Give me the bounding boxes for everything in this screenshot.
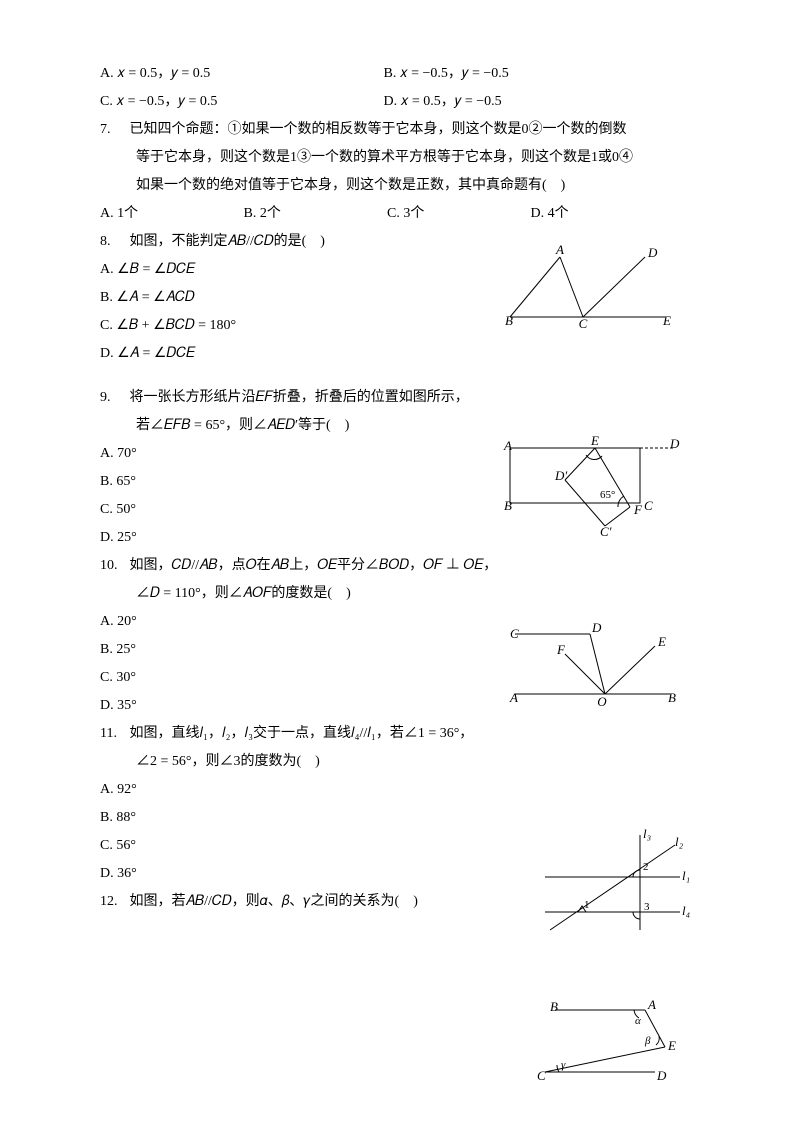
q12-num: 12. xyxy=(100,888,126,916)
fig9-C: C xyxy=(644,498,653,513)
fig9-E: E xyxy=(590,433,599,448)
fig8-A: A xyxy=(555,242,564,257)
q9-l1: 将一张长方形纸片沿𝐸𝐹折叠，折叠后的位置如图所示， xyxy=(130,390,469,405)
q10: 10. 如图，𝐶𝐷//𝐴𝐵，点𝑂在𝐴𝐵上，𝑂𝐸平分∠𝐵𝑂𝐷，𝑂𝐹 ⊥ 𝑂𝐸， ∠… xyxy=(100,552,714,608)
fig8-E: E xyxy=(662,313,671,328)
q9-num: 9. xyxy=(100,384,126,412)
opt-7b: B. 2个 xyxy=(244,200,384,228)
q9-figure: A B C D E F D′ C′ 65° xyxy=(500,440,685,545)
opt-7d: D. 4个 xyxy=(531,200,569,228)
q7-l3: 如果一个数的绝对值等于它本身，则这个数是正数，其中真命题有( ) xyxy=(100,172,714,200)
opt-6d: D. 𝑥 = 0.5，𝑦 = −0.5 xyxy=(384,88,502,116)
q11-figure: l₁ l₂ l₃ l₄ 1 2 3 xyxy=(540,830,690,945)
fig10-A: A xyxy=(509,690,518,705)
q10-figure: C D A B O E F xyxy=(510,626,680,713)
fig9-D: D xyxy=(669,436,680,451)
fig10-F: F xyxy=(556,642,566,657)
opt-7a: A. 1个 xyxy=(100,200,240,228)
fig12-ga: γ xyxy=(561,1059,566,1071)
fig11-l2: l₂ xyxy=(675,834,684,849)
fig8-D: D xyxy=(647,245,658,260)
fig12-D: D xyxy=(656,1068,667,1083)
fig9-ang: 65° xyxy=(600,489,615,501)
fig11-l4: l₄ xyxy=(682,903,691,918)
q11: 11. 如图，直线𝑙₁，𝑙₂，𝑙₃交于一点，直线𝑙₄//𝑙₁，若∠1 = 36°… xyxy=(100,720,714,776)
fig10-D: D xyxy=(591,620,602,635)
opt-6b: B. 𝑥 = −0.5，𝑦 = −0.5 xyxy=(384,60,509,88)
fig12-C: C xyxy=(537,1068,546,1083)
fig10-B: B xyxy=(668,690,676,705)
q10-l2: ∠𝐷 = 110°，则∠𝐴𝑂𝐹的度数是( ) xyxy=(100,580,714,608)
fig8-B: B xyxy=(505,313,513,328)
q11-num: 11. xyxy=(100,720,126,748)
q12-text: 如图，若𝐴𝐵//𝐶𝐷，则𝛼、𝛽、𝛾之间的关系为( ) xyxy=(130,894,418,909)
q8-figure: A B C D E xyxy=(505,252,675,332)
opt-11a: A. 92° xyxy=(100,776,714,804)
q12-figure: B A E C D α β γ xyxy=(535,1002,690,1087)
q7-options: A. 1个 B. 2个 C. 3个 D. 4个 xyxy=(100,200,714,228)
fig11-l3: l₃ xyxy=(643,826,651,841)
q7-l1: 已知四个命题：①如果一个数的相反数等于它本身，则这个数是0②一个数的倒数 xyxy=(130,122,627,137)
q7-l2: 等于它本身，则这个数是1③一个数的算术平方根等于它本身，则这个数是1或0④ xyxy=(100,144,714,172)
q8-text: 如图，不能判定𝐴𝐵//𝐶𝐷的是( ) xyxy=(130,234,325,249)
q7: 7. 已知四个命题：①如果一个数的相反数等于它本身，则这个数是0②一个数的倒数 … xyxy=(100,116,714,200)
q9-l2: 若∠𝐸𝐹𝐵 = 65°，则∠𝐴𝐸𝐷′等于( ) xyxy=(100,412,714,440)
fig10-O: O xyxy=(597,694,607,709)
opt-8d: D. ∠𝐴 = ∠𝐷𝐶𝐸 xyxy=(100,340,714,368)
q6-options-row1: A. 𝑥 = 0.5，𝑦 = 0.5 B. 𝑥 = −0.5，𝑦 = −0.5 xyxy=(100,60,714,88)
fig8-C: C xyxy=(579,316,588,331)
fig11-a1: 1 xyxy=(584,899,590,911)
q7-num: 7. xyxy=(100,116,126,144)
fig9-F: F xyxy=(633,502,643,517)
fig10-C: C xyxy=(510,626,519,641)
q11-l1: 如图，直线𝑙₁，𝑙₂，𝑙₃交于一点，直线𝑙₄//𝑙₁，若∠1 = 36°， xyxy=(130,726,474,741)
q6-options-row2: C. 𝑥 = −0.5，𝑦 = 0.5 D. 𝑥 = 0.5，𝑦 = −0.5 xyxy=(100,88,714,116)
q10-num: 10. xyxy=(100,552,126,580)
opt-6c: C. 𝑥 = −0.5，𝑦 = 0.5 xyxy=(100,88,380,116)
fig11-l1: l₁ xyxy=(682,868,690,883)
fig12-be: β xyxy=(644,1035,651,1047)
fig9-Cp: C′ xyxy=(600,524,612,539)
fig9-A: A xyxy=(503,438,512,453)
opt-6a: A. 𝑥 = 0.5，𝑦 = 0.5 xyxy=(100,60,380,88)
q8-num: 8. xyxy=(100,228,126,256)
fig12-al: α xyxy=(635,1015,641,1027)
q11-l2: ∠2 = 56°，则∠3的度数为( ) xyxy=(100,748,714,776)
fig10-E: E xyxy=(657,634,666,649)
fig11-a3: 3 xyxy=(644,901,650,913)
fig12-E: E xyxy=(667,1038,676,1053)
fig12-A: A xyxy=(647,997,656,1012)
opt-7c: C. 3个 xyxy=(387,200,527,228)
fig9-Dp: D′ xyxy=(554,468,567,483)
fig9-B: B xyxy=(504,498,512,513)
q9: 9. 将一张长方形纸片沿𝐸𝐹折叠，折叠后的位置如图所示， 若∠𝐸𝐹𝐵 = 65°… xyxy=(100,384,714,440)
q10-l1: 如图，𝐶𝐷//𝐴𝐵，点𝑂在𝐴𝐵上，𝑂𝐸平分∠𝐵𝑂𝐷，𝑂𝐹 ⊥ 𝑂𝐸， xyxy=(130,558,498,573)
fig12-B: B xyxy=(550,999,558,1014)
opt-11b: B. 88° xyxy=(100,804,714,832)
fig11-a2: 2 xyxy=(643,861,649,873)
